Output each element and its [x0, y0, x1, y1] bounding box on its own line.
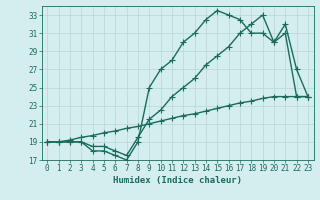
- X-axis label: Humidex (Indice chaleur): Humidex (Indice chaleur): [113, 176, 242, 185]
